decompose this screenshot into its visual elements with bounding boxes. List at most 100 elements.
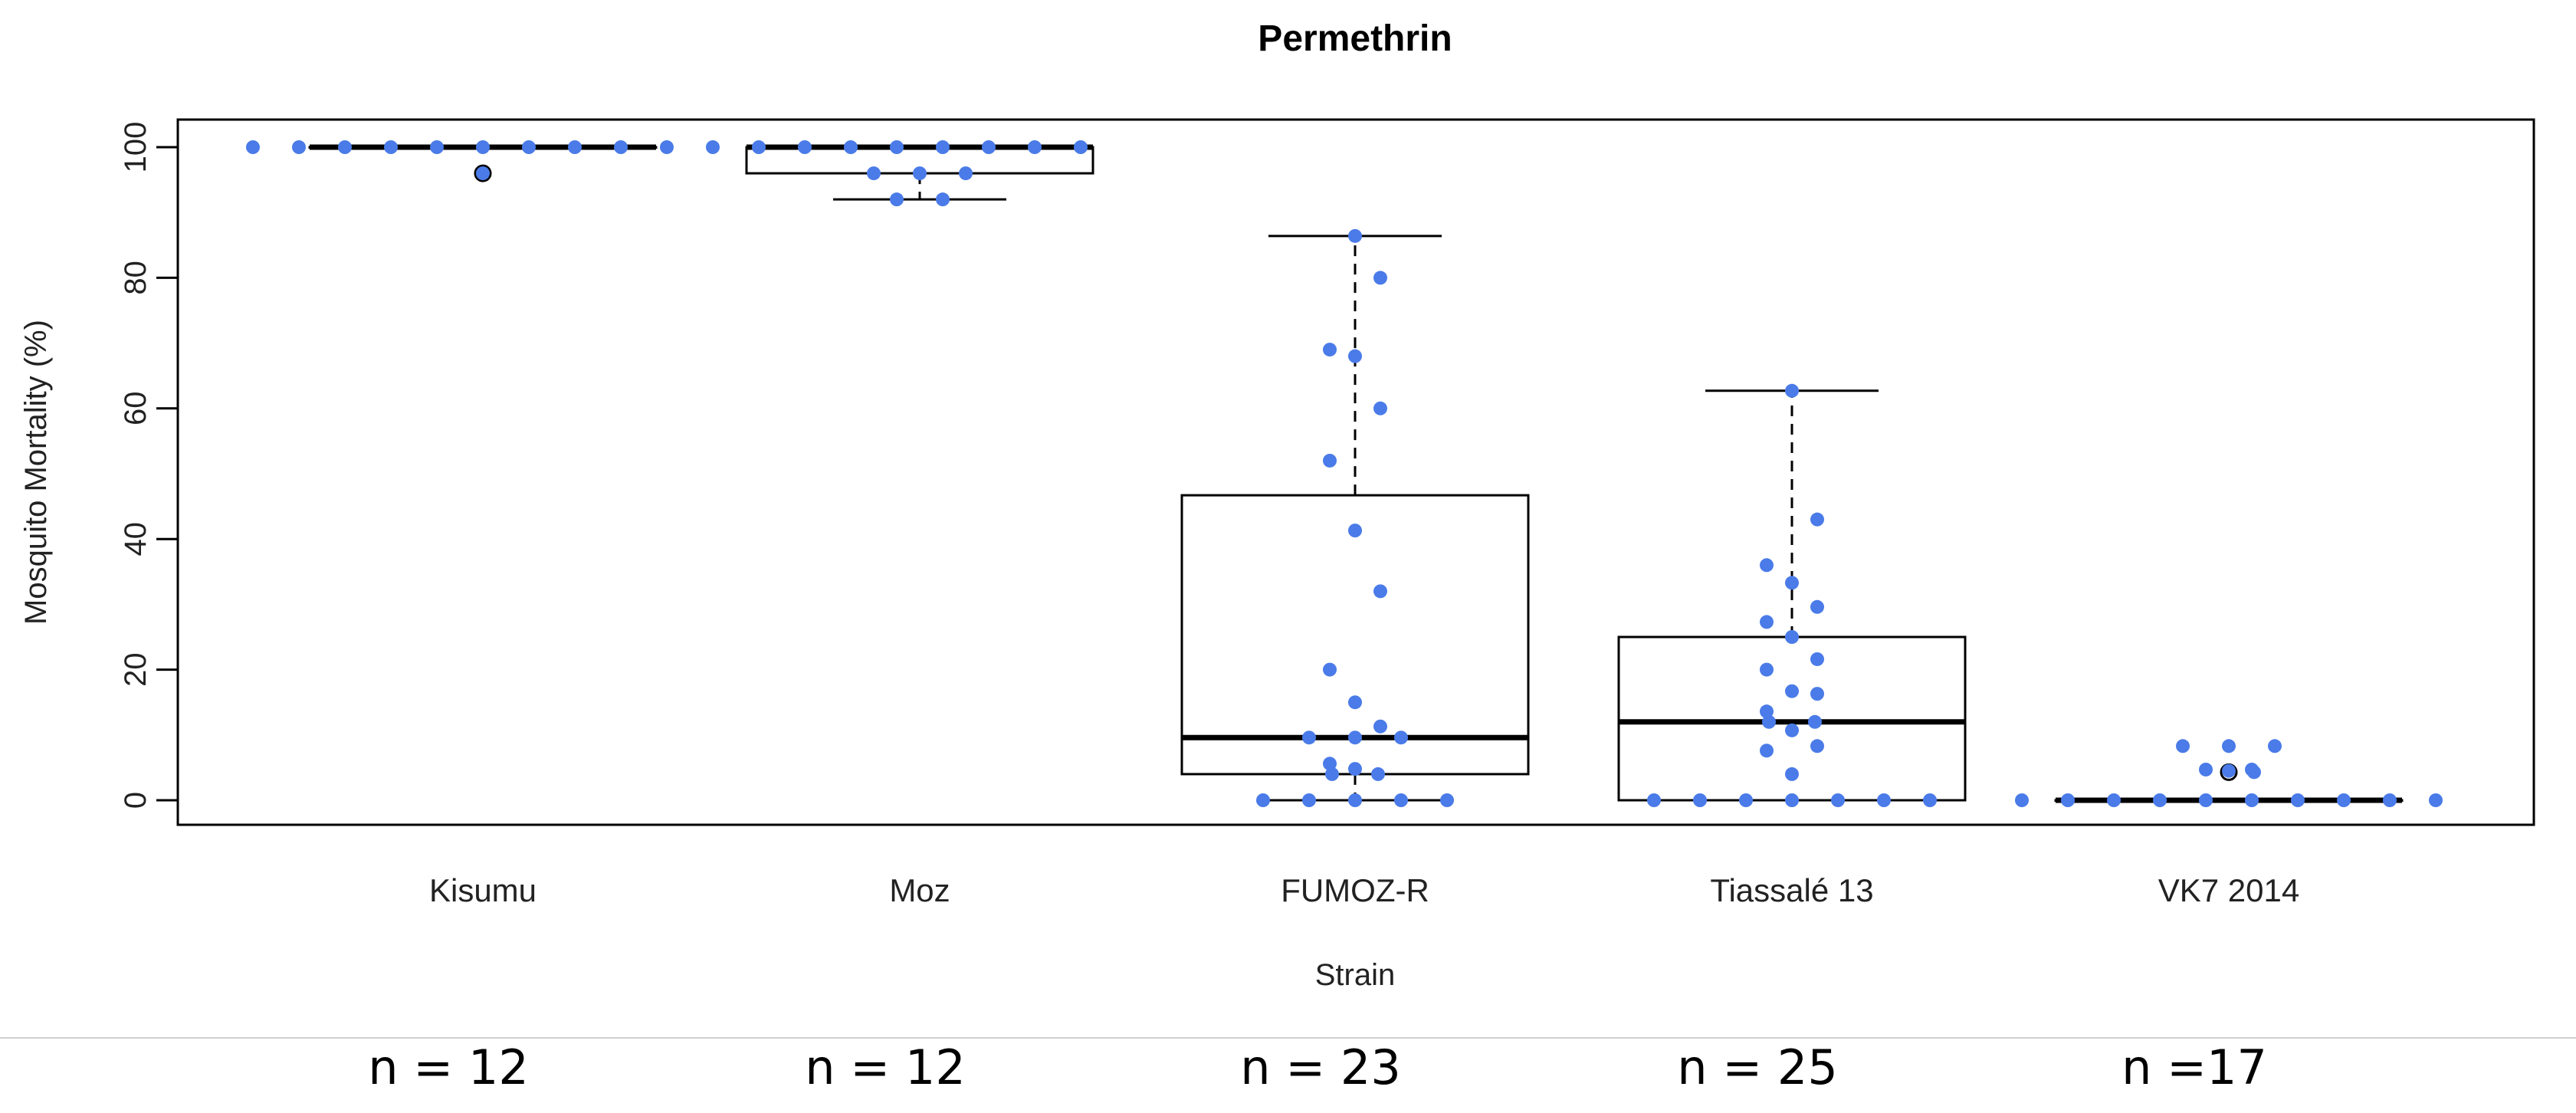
sample-size-label: n = 25 xyxy=(1677,1039,1838,1095)
data-point xyxy=(2245,793,2259,807)
data-point xyxy=(2337,793,2351,807)
data-point xyxy=(1325,767,1339,781)
y-tick-label: 0 xyxy=(119,792,153,809)
data-point xyxy=(1923,793,1937,807)
outlier-point xyxy=(474,164,492,182)
data-point xyxy=(1373,584,1387,599)
data-point xyxy=(1373,719,1387,734)
x-category-label: Tiassalé 13 xyxy=(1710,872,1873,908)
data-point xyxy=(1785,793,1799,807)
data-point xyxy=(2153,793,2167,807)
data-point xyxy=(1785,630,1799,644)
data-point xyxy=(2222,763,2236,778)
data-point xyxy=(752,140,766,154)
x-axis-label: Strain xyxy=(1315,958,1396,992)
data-point xyxy=(2429,793,2443,807)
box-plot xyxy=(1180,235,1530,802)
sample-size-label: n = 23 xyxy=(1240,1039,1401,1095)
y-tick-label: 60 xyxy=(119,392,153,426)
data-point xyxy=(1810,739,1824,753)
data-point xyxy=(1831,793,1845,807)
data-point xyxy=(2015,793,2029,807)
data-point xyxy=(1256,793,1270,807)
data-point xyxy=(936,140,950,154)
data-point xyxy=(1810,652,1824,666)
data-point xyxy=(1760,662,1774,677)
data-point xyxy=(384,140,398,154)
y-tick-label: 20 xyxy=(119,652,153,687)
data-point xyxy=(2061,793,2075,807)
data-point xyxy=(1302,793,1316,807)
data-point xyxy=(1785,723,1799,737)
plot-frame xyxy=(176,118,2535,826)
y-tick-label: 40 xyxy=(119,522,153,556)
data-point xyxy=(959,166,973,181)
data-point xyxy=(1371,767,1385,781)
data-point xyxy=(936,192,950,207)
data-point xyxy=(2268,739,2282,753)
sample-size-row: n = 12 n = 12 n = 23 n = 25 n =17 xyxy=(368,1039,2267,1095)
data-point xyxy=(476,140,490,154)
data-point xyxy=(246,140,260,154)
data-point xyxy=(1323,453,1337,468)
data-point xyxy=(798,140,812,154)
data-point xyxy=(660,140,674,154)
sample-size-label: n =17 xyxy=(2122,1039,2267,1095)
data-point xyxy=(614,140,628,154)
data-point xyxy=(1028,140,1042,154)
data-point xyxy=(430,140,444,154)
data-point xyxy=(2247,765,2261,780)
data-point xyxy=(1810,687,1824,701)
data-point xyxy=(1760,744,1774,758)
y-tick-label: 80 xyxy=(119,261,153,295)
data-point xyxy=(844,140,858,154)
data-point xyxy=(1348,793,1362,807)
data-point xyxy=(1647,793,1661,807)
data-point xyxy=(982,140,996,154)
data-point xyxy=(1074,140,1088,154)
y-tick-label: 100 xyxy=(119,122,153,173)
data-point xyxy=(913,166,927,181)
data-point xyxy=(2176,739,2190,753)
data-point xyxy=(1762,714,1776,729)
data-point xyxy=(1440,793,1454,807)
data-point xyxy=(2291,793,2305,807)
x-category-label: FUMOZ-R xyxy=(1281,872,1429,908)
data-point xyxy=(1373,401,1387,415)
data-point xyxy=(1785,684,1799,698)
sample-size-label: n = 12 xyxy=(368,1039,529,1095)
data-point xyxy=(1760,615,1774,629)
data-point xyxy=(867,166,881,181)
data-point xyxy=(2222,739,2236,753)
box-plot xyxy=(1617,389,1967,802)
data-point xyxy=(706,140,720,154)
data-point xyxy=(1348,731,1362,745)
data-point xyxy=(1373,271,1387,285)
data-point xyxy=(1323,662,1337,677)
data-point xyxy=(1302,731,1316,745)
x-category-label: Kisumu xyxy=(429,872,537,908)
data-point xyxy=(1348,762,1362,776)
data-point xyxy=(292,140,306,154)
data-point xyxy=(1810,512,1824,527)
data-point xyxy=(522,140,536,154)
data-point xyxy=(1394,793,1408,807)
data-point xyxy=(1785,767,1799,781)
data-point xyxy=(1808,714,1822,729)
data-point xyxy=(890,192,904,207)
data-point xyxy=(1877,793,1891,807)
data-point xyxy=(2383,793,2397,807)
data-point xyxy=(1323,343,1337,357)
data-point xyxy=(568,140,582,154)
data-point xyxy=(1785,576,1799,590)
sample-size-label: n = 12 xyxy=(805,1039,966,1095)
data-point xyxy=(890,140,904,154)
data-point xyxy=(1739,793,1753,807)
chart-title: Permethrin xyxy=(1258,18,1452,59)
data-point xyxy=(2107,793,2121,807)
data-point xyxy=(1323,757,1337,771)
data-points xyxy=(246,140,2443,807)
x-category-label: Moz xyxy=(889,872,950,908)
data-point xyxy=(1348,349,1362,363)
data-point xyxy=(1348,228,1362,243)
